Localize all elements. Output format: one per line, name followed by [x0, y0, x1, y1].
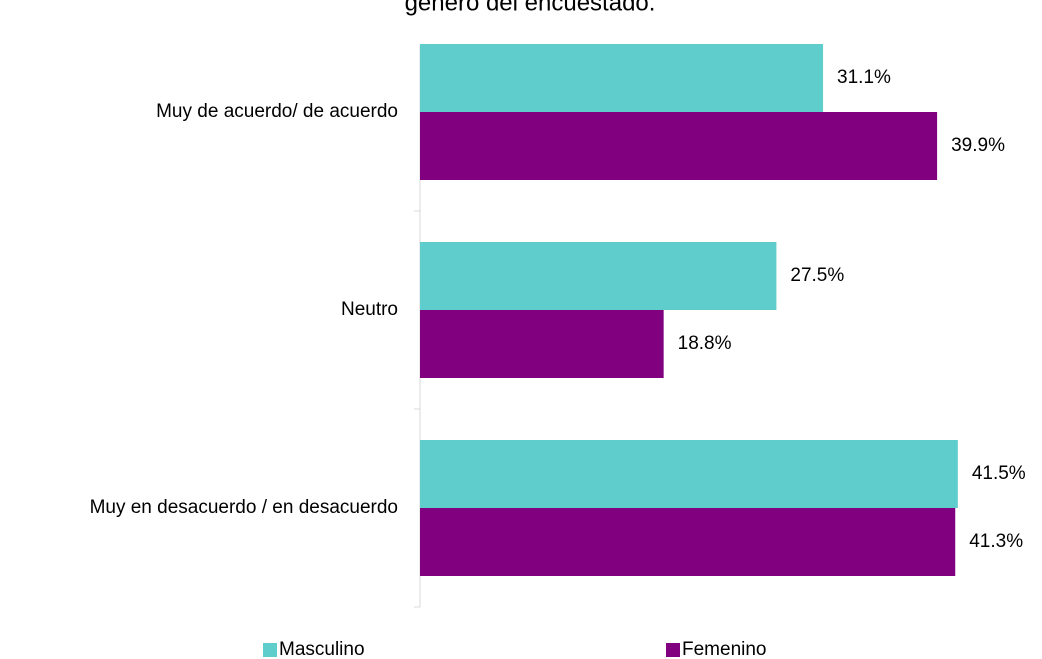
bar [420, 508, 956, 576]
value-label: 39.9% [951, 135, 1005, 156]
bar [420, 242, 777, 310]
legend-swatch [263, 643, 277, 657]
bar [420, 112, 938, 180]
category-label: Muy de acuerdo/ de acuerdo [156, 101, 398, 122]
chart-title: género del encuestado. [405, 0, 656, 16]
value-label: 27.5% [790, 265, 844, 286]
value-label: 41.3% [969, 531, 1023, 552]
value-label: 18.8% [678, 333, 732, 354]
category-label: Neutro [341, 299, 398, 320]
value-label: 31.1% [837, 67, 891, 88]
value-label: 41.5% [972, 463, 1026, 484]
legend-label: Femenino [682, 639, 767, 659]
bar [420, 44, 824, 112]
bar [420, 310, 664, 378]
category-label: Muy en desacuerdo / en desacuerdo [90, 497, 398, 518]
bar [420, 440, 958, 508]
legend-label: Masculino [279, 639, 365, 659]
legend-swatch [666, 643, 680, 657]
